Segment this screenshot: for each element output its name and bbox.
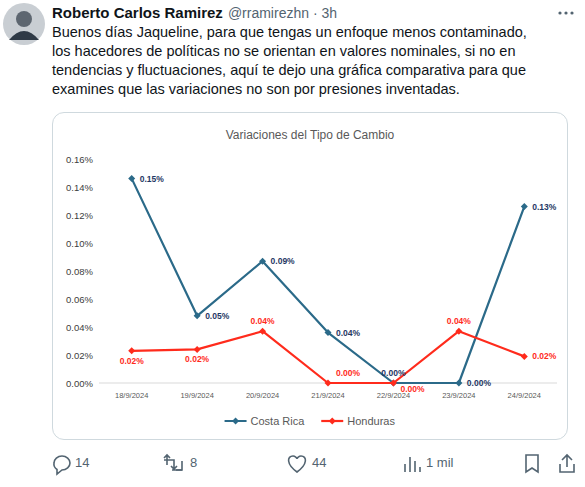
- y-axis: [99, 159, 100, 383]
- data-label: 0.00%: [381, 368, 406, 378]
- x-tick-label: 24/9/2024: [508, 391, 541, 400]
- y-tick: [96, 159, 99, 160]
- chart-title: Variaciones del Tipo de Cambio: [226, 128, 395, 142]
- reply-icon[interactable]: [54, 456, 70, 474]
- data-label: 0.02%: [532, 351, 557, 361]
- chart-image: Variaciones del Tipo de Cambio 0.00% 0.02%…: [52, 112, 568, 440]
- legend: Costa Rica Honduras: [225, 415, 396, 427]
- y-tick: [96, 243, 99, 244]
- legend-marker: [232, 418, 239, 425]
- data-label: 0.13%: [532, 202, 557, 212]
- point-marker: [455, 380, 462, 387]
- more-button[interactable]: [556, 8, 576, 18]
- point-marker: [194, 312, 201, 319]
- y-tick: [96, 187, 99, 188]
- data-label: 0.00%: [467, 378, 492, 388]
- series-line: [132, 179, 525, 383]
- point-marker: [390, 380, 397, 387]
- y-tick: [96, 355, 99, 356]
- point-marker: [521, 203, 528, 210]
- dot: [570, 11, 573, 14]
- y-tick: [96, 271, 99, 272]
- y-tick-label: 0.14%: [66, 182, 93, 193]
- data-label: 0.00%: [336, 368, 361, 378]
- data-label: 0.02%: [185, 354, 210, 364]
- y-tick: [96, 327, 99, 328]
- reply-count: 14: [75, 455, 89, 470]
- tweet-text-line: los hacedores de políticas no se orienta…: [52, 42, 515, 61]
- chart: Variaciones del Tipo de Cambio 0.00% 0.02%…: [53, 113, 567, 439]
- point-marker: [521, 353, 528, 360]
- point-marker: [455, 328, 462, 335]
- legend-marker: [329, 418, 336, 425]
- repost-icon[interactable]: [164, 455, 182, 470]
- data-label: 0.05%: [205, 311, 230, 321]
- data-label: 0.02%: [120, 356, 145, 366]
- avatar-body: [9, 31, 39, 40]
- data-labels: 0.15% 0.05% 0.09% 0.04% 0.00% 0.00% 0.13% 0.02%…: [120, 174, 557, 394]
- share-icon[interactable]: [560, 455, 574, 472]
- x-tick-label: 20/9/2024: [246, 391, 279, 400]
- y-tick-label: 0.16%: [66, 154, 93, 165]
- avatar-bg: [3, 3, 45, 45]
- y-tick: [96, 215, 99, 216]
- repost-icon-part[interactable]: [176, 461, 182, 470]
- y-tick-label: 0.08%: [66, 266, 93, 277]
- data-label: 0.00%: [400, 384, 425, 394]
- y-tick-label: 0.00%: [66, 378, 93, 389]
- point-marker: [325, 329, 332, 336]
- tweet-text-line: Buenos días Jaqueline, para que tengas u…: [52, 23, 527, 42]
- data-label: 0.04%: [336, 328, 361, 338]
- legend-label: Honduras: [347, 415, 395, 427]
- tweet-meta: @rramirezhn · 3h: [228, 5, 337, 21]
- author-name[interactable]: Roberto Carlos Ramirez: [52, 4, 223, 21]
- tweet-text-line: examines que las variaciones no son por …: [52, 80, 460, 99]
- x-tick-label: 18/9/2024: [115, 391, 148, 400]
- plot-area: [128, 175, 528, 386]
- data-label: 0.15%: [140, 174, 165, 184]
- point-marker: [259, 258, 266, 265]
- view-count: 1 mil: [426, 455, 453, 470]
- y-tick-label: 0.12%: [66, 210, 93, 221]
- views-icon[interactable]: [405, 457, 420, 472]
- y-tick-label: 0.02%: [66, 350, 93, 361]
- series-line: [132, 331, 525, 383]
- tweet-text-line: tendencias y fluctuaciones, aquí te dejo…: [52, 61, 526, 80]
- x-tick-label: 19/9/2024: [180, 391, 213, 400]
- data-label: 0.04%: [447, 316, 472, 326]
- data-label: 0.04%: [251, 316, 276, 326]
- bookmark-icon[interactable]: [526, 455, 538, 472]
- point-marker: [194, 346, 201, 353]
- data-label: 0.09%: [271, 256, 296, 266]
- y-tick: [96, 383, 99, 384]
- legend-label: Costa Rica: [251, 415, 306, 427]
- x-tick-label: 21/9/2024: [311, 391, 344, 400]
- point-marker: [128, 347, 135, 354]
- avatar[interactable]: [2, 2, 46, 46]
- point-marker: [259, 328, 266, 335]
- y-tick: [96, 299, 99, 300]
- point-marker: [128, 175, 135, 182]
- y-tick-label: 0.10%: [66, 238, 93, 249]
- y-tick-label: 0.06%: [66, 294, 93, 305]
- x-tick-label: 23/9/2024: [442, 391, 475, 400]
- dot: [558, 11, 561, 14]
- like-icon[interactable]: [289, 456, 306, 472]
- like-count: 44: [312, 455, 326, 470]
- point-marker: [325, 380, 332, 387]
- repost-count: 8: [190, 455, 197, 470]
- y-tick-label: 0.04%: [66, 322, 93, 333]
- dot: [564, 11, 567, 14]
- avatar-head: [16, 11, 32, 27]
